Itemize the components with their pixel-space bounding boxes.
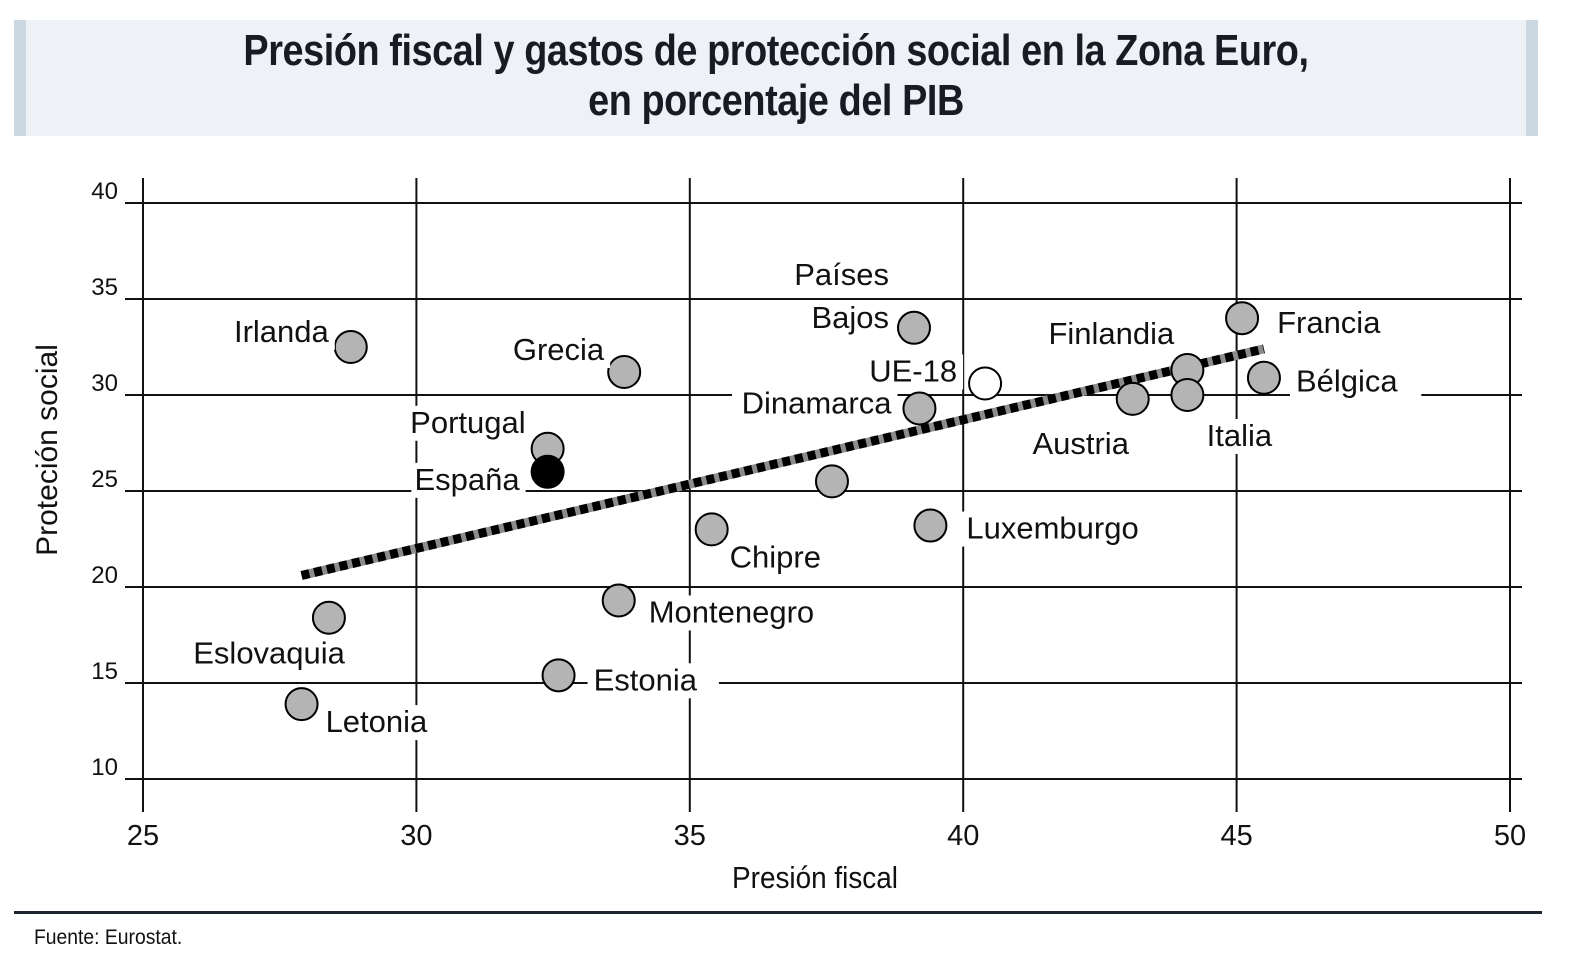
data-point <box>311 600 346 635</box>
label-knockout <box>780 257 895 293</box>
data-point <box>814 464 849 499</box>
x-tick-label: 35 <box>674 820 706 852</box>
data-label: Francia <box>1277 305 1381 340</box>
x-tick-label: 45 <box>1220 820 1252 852</box>
y-tick-label: 20 <box>91 562 118 589</box>
data-label: Estonia <box>594 662 698 697</box>
x-tick-label: 40 <box>947 820 979 852</box>
data-label: Eslovaquia <box>193 636 345 671</box>
y-tick-label: 30 <box>91 370 118 397</box>
trendline <box>300 344 1265 580</box>
y-tick-label: 25 <box>91 466 118 493</box>
label-knockout <box>587 663 719 699</box>
data-label: Montenegro <box>649 594 814 629</box>
y-tick-label: 35 <box>91 274 118 301</box>
data-point <box>1170 378 1205 412</box>
data-point <box>1225 301 1260 336</box>
trendline-dashes <box>300 344 1265 580</box>
label-knockout <box>865 354 964 390</box>
data-label: Bélgica <box>1296 364 1398 399</box>
label-knockout <box>732 386 898 422</box>
title-line-2: en porcentaje del PIB <box>588 76 964 125</box>
label-knockout <box>723 540 838 576</box>
label-knockout <box>203 315 335 350</box>
label-knockout <box>383 405 532 441</box>
label-knockout <box>495 332 611 368</box>
data-label: Luxemburgo <box>966 511 1138 546</box>
label-knockout <box>1271 306 1403 342</box>
data-label: España <box>414 462 520 497</box>
data-label: Países <box>794 257 889 292</box>
label-knockout <box>642 595 826 631</box>
x-tick-label: 50 <box>1494 820 1526 852</box>
label-knockout <box>168 636 351 672</box>
data-label: Portugal <box>410 405 525 440</box>
label-knockout <box>319 705 451 741</box>
point-labels: Irlanda Grecia Portugal España Chipre Montene… <box>168 257 1422 741</box>
label-knockout <box>411 462 526 498</box>
data-point <box>1115 381 1150 416</box>
data-label: Letonia <box>326 704 428 739</box>
y-axis-title: Proteción social <box>31 344 64 556</box>
source-note: Fuente: Eurostat. <box>34 926 183 949</box>
data-point <box>601 583 636 618</box>
data-label: Italia <box>1207 418 1273 453</box>
data-point <box>968 366 1003 401</box>
x-axis-title: Presión fiscal <box>732 860 898 895</box>
label-knockout <box>1182 419 1297 454</box>
label-knockout <box>1028 317 1195 353</box>
x-tick-label: 30 <box>400 820 432 852</box>
tick-labels: 10 15 20 25 30 35 40 25 30 35 40 45 50 <box>91 178 1526 852</box>
title-banner: Presión fiscal y gastos de protección so… <box>14 20 1538 136</box>
footer-divider <box>14 911 1542 914</box>
data-point <box>913 508 948 543</box>
chart-title: Presión fiscal y gastos de protección so… <box>131 26 1421 126</box>
data-point <box>607 354 642 389</box>
data-point <box>902 391 937 426</box>
label-knockout <box>960 511 1143 547</box>
grid <box>125 178 1522 812</box>
data-point <box>530 454 565 489</box>
data-point <box>694 512 729 547</box>
label-knockout <box>1289 364 1422 400</box>
label-knockout <box>797 300 895 336</box>
data-point <box>284 687 319 722</box>
data-label: Grecia <box>513 332 605 367</box>
y-tick-label: 15 <box>91 658 118 685</box>
data-point <box>896 310 931 345</box>
data-label: Finlandia <box>1048 316 1175 351</box>
data-point <box>541 658 576 693</box>
y-tick-label: 40 <box>91 178 118 205</box>
data-label: UE-18 <box>869 353 957 388</box>
data-point <box>333 330 368 364</box>
y-tick-label: 10 <box>91 754 118 781</box>
data-label: Dinamarca <box>742 385 893 420</box>
data-label: Chipre <box>730 539 821 574</box>
data-label: Irlanda <box>234 314 330 349</box>
data-points <box>284 301 1281 722</box>
x-tick-label: 25 <box>127 820 159 852</box>
title-line-1: Presión fiscal y gastos de protección so… <box>243 26 1309 75</box>
data-label: Bajos <box>811 300 889 335</box>
data-point <box>1246 360 1281 395</box>
label-knockout <box>1015 426 1147 462</box>
data-label: Austria <box>1032 426 1129 461</box>
